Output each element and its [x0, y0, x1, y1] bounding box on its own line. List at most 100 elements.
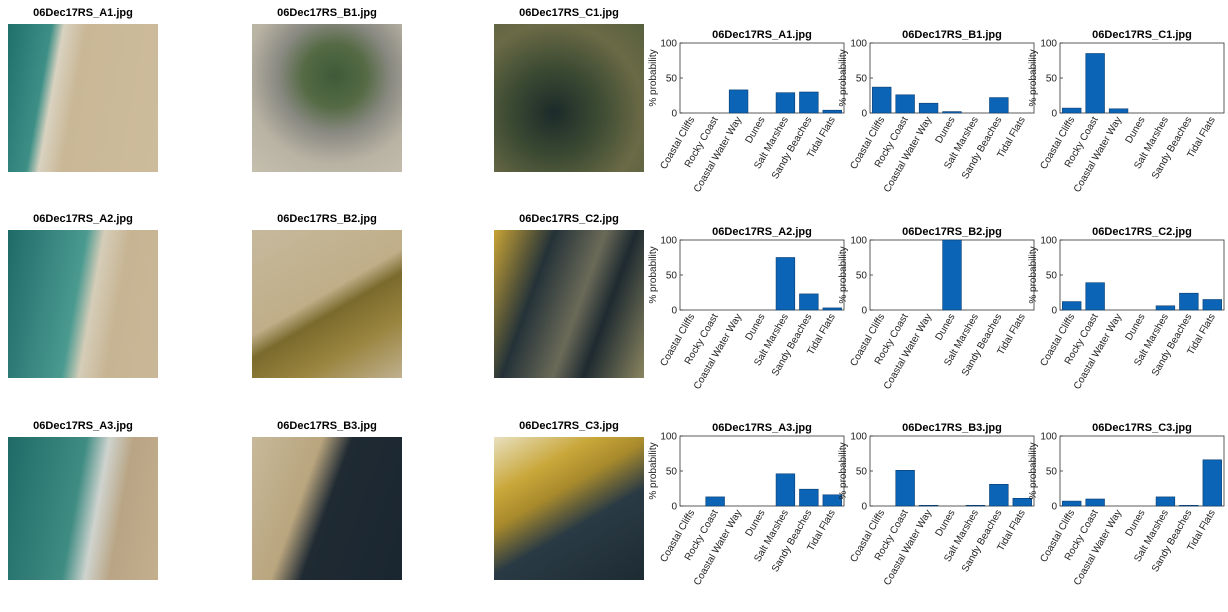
bar	[943, 112, 962, 113]
bar	[1156, 306, 1175, 310]
y-tick-label: 50	[1046, 467, 1058, 478]
x-tick-label: Dunes	[934, 508, 958, 539]
photo-title: 06Dec17RS_C1.jpg	[519, 7, 619, 19]
bar	[943, 240, 962, 310]
bar	[896, 95, 915, 113]
bar	[823, 308, 842, 310]
bar	[1062, 302, 1081, 310]
charts: 06Dec17RS_A1.jpg 06Dec17RS_B1.jpg 06Dec17R…	[0, 0, 1228, 612]
y-axis-label: % probability	[838, 246, 849, 303]
bar	[1086, 283, 1105, 310]
bar	[896, 470, 915, 506]
bar	[989, 98, 1008, 113]
y-tick-label: 0	[1051, 306, 1057, 317]
plot-area	[680, 436, 844, 506]
bar	[799, 294, 818, 310]
y-tick-label: 0	[671, 306, 677, 317]
bar	[872, 87, 891, 113]
photo-title: 06Dec17RS_B1.jpg	[277, 7, 377, 19]
chart-title: 06Dec17RS_C1.jpg	[1092, 29, 1192, 41]
plot-area	[870, 436, 1034, 506]
bar	[1203, 460, 1222, 506]
y-tick-label: 0	[861, 306, 867, 317]
bar	[989, 484, 1008, 506]
bar	[919, 505, 938, 506]
bar	[706, 497, 725, 506]
y-tick-label: 0	[671, 109, 677, 120]
photo-title: 06Dec17RS_A2.jpg	[33, 213, 133, 225]
bar	[776, 258, 795, 311]
y-axis-label: % probability	[1028, 442, 1039, 499]
bar	[1109, 109, 1128, 113]
figure: 06Dec17RS_A1.jpg 06Dec17RS_B1.jpg 06Dec17R…	[0, 0, 1228, 612]
y-tick-label: 0	[1051, 502, 1057, 513]
bar	[1156, 497, 1175, 506]
chart-title: 06Dec17RS_C2.jpg	[1092, 226, 1192, 238]
y-tick-label: 0	[861, 502, 867, 513]
photo-title: 06Dec17RS_C3.jpg	[519, 420, 619, 432]
y-axis-label: % probability	[648, 246, 659, 303]
y-axis-label: % probability	[648, 442, 659, 499]
bar	[1203, 300, 1222, 311]
bar	[1086, 54, 1105, 114]
bar	[776, 93, 795, 113]
x-tick-label: Dunes	[744, 508, 768, 539]
y-tick-label: 100	[1040, 432, 1057, 443]
chart-title: 06Dec17RS_C3.jpg	[1092, 422, 1192, 434]
bar	[1086, 499, 1105, 506]
plot-area	[1060, 240, 1224, 310]
y-axis-label: % probability	[838, 442, 849, 499]
y-tick-label: 50	[666, 271, 678, 282]
plot-area	[1060, 436, 1224, 506]
y-tick-label: 100	[660, 432, 677, 443]
plot-area	[680, 43, 844, 113]
y-tick-label: 100	[1040, 39, 1057, 50]
y-tick-label: 50	[666, 74, 678, 85]
chart-title: 06Dec17RS_A1.jpg	[712, 29, 812, 41]
y-tick-label: 100	[850, 432, 867, 443]
y-tick-label: 0	[861, 109, 867, 120]
chart-title: 06Dec17RS_B3.jpg	[902, 422, 1002, 434]
x-tick-label: Dunes	[1124, 508, 1148, 539]
photo-title: 06Dec17RS_C2.jpg	[519, 213, 619, 225]
bar	[799, 489, 818, 506]
photo-title: 06Dec17RS_A1.jpg	[33, 7, 133, 19]
y-tick-label: 50	[856, 271, 868, 282]
bar	[919, 103, 938, 113]
y-axis-label: % probability	[1028, 246, 1039, 303]
bar	[799, 92, 818, 113]
bar	[1179, 505, 1198, 506]
x-tick-label: Dunes	[934, 312, 958, 343]
bar	[823, 110, 842, 113]
y-tick-label: 100	[1040, 236, 1057, 247]
y-tick-label: 100	[660, 236, 677, 247]
photo-title: 06Dec17RS_B3.jpg	[277, 420, 377, 432]
chart-title: 06Dec17RS_A2.jpg	[712, 226, 812, 238]
y-tick-label: 50	[856, 467, 868, 478]
x-tick-label: Dunes	[744, 115, 768, 146]
chart-title: 06Dec17RS_B1.jpg	[902, 29, 1002, 41]
plot-area	[1060, 43, 1224, 113]
y-tick-label: 0	[671, 502, 677, 513]
photo-title: 06Dec17RS_B2.jpg	[277, 213, 377, 225]
y-tick-label: 50	[666, 467, 678, 478]
plot-area	[680, 240, 844, 310]
bar	[1062, 501, 1081, 506]
bar	[776, 474, 795, 506]
plot-area	[870, 43, 1034, 113]
y-axis-label: % probability	[838, 49, 849, 106]
y-tick-label: 50	[856, 74, 868, 85]
y-tick-label: 100	[850, 236, 867, 247]
y-tick-label: 50	[1046, 271, 1058, 282]
bar	[966, 505, 985, 506]
bar	[1062, 108, 1081, 113]
chart-title: 06Dec17RS_B2.jpg	[902, 226, 1002, 238]
y-tick-label: 0	[1051, 109, 1057, 120]
x-tick-label: Dunes	[1124, 115, 1148, 146]
bar	[729, 90, 748, 113]
y-tick-label: 50	[1046, 74, 1058, 85]
x-tick-label: Dunes	[744, 312, 768, 343]
photo-title: 06Dec17RS_A3.jpg	[33, 420, 133, 432]
bar	[1179, 293, 1198, 310]
x-tick-label: Dunes	[934, 115, 958, 146]
